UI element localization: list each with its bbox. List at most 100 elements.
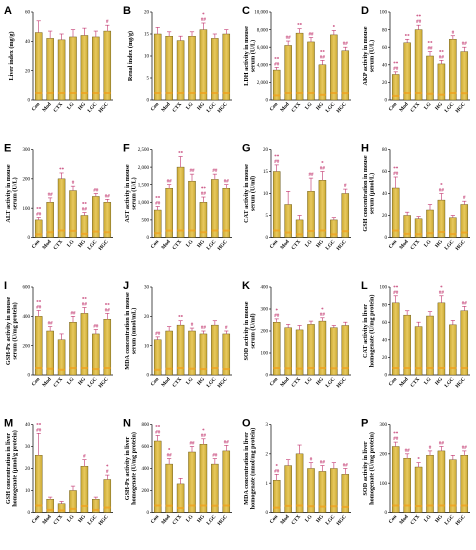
bar-stripe (403, 232, 411, 235)
x-tick-label: LG (185, 514, 194, 524)
bar (414, 29, 423, 101)
y-tick-label: 20 (144, 11, 150, 16)
panel-d: D AKP activity in mouseserum (U/L) 0 20 40 60… (361, 5, 470, 114)
significance-label: ## (82, 208, 88, 213)
y-axis-label-line: GSH concentration in mouse (362, 155, 369, 231)
y-tick-label: 600 (142, 445, 150, 450)
x-tick-label: Con (150, 101, 161, 112)
y-tick-label: 0 (385, 236, 388, 241)
bar-stripe (341, 505, 349, 508)
y-axis-label-line: MDA concentration in liver (243, 432, 250, 505)
significance-label: # (106, 20, 109, 25)
bar-stripe (284, 504, 292, 507)
significance-label: ## (212, 454, 218, 459)
panel-a: A Liver index (mg/g) 0 20 40 60 Con Mod CTX LG HG L… (4, 5, 113, 114)
x-tick-label: Mod (41, 239, 52, 251)
significance-label: ** (201, 187, 207, 192)
y-tick-label: 200 (261, 330, 269, 335)
significance-label: # (463, 196, 466, 201)
significance-label: ## (320, 55, 326, 60)
y-tick-label: 400 (142, 467, 150, 472)
x-tick-label: CTX (409, 101, 421, 113)
x-tick-label: LGC (325, 514, 337, 527)
y-tick-label: 15 (263, 170, 269, 175)
y-tick-label: 0 (147, 374, 150, 379)
significance-label: ## (201, 326, 207, 331)
x-tick-label: HGC (455, 376, 467, 389)
significance-label: ## (286, 36, 292, 41)
significance-label: ** (36, 300, 42, 305)
x-tick-label: LG (66, 376, 75, 386)
x-tick-label: CTX (171, 376, 183, 388)
bar (176, 166, 185, 238)
significance-label: ** (36, 423, 42, 428)
bar-stripe (58, 509, 66, 512)
y-axis-label-line: homogenate (U/mg protein) (369, 432, 376, 505)
x-tick-label: Con (31, 376, 42, 387)
y-tick-label: 20 (382, 81, 388, 86)
panel-label: L (361, 280, 368, 292)
bar-stripe (199, 92, 207, 94)
y-tick-label: 10,000 (254, 11, 268, 16)
y-axis-label-line: homogenate (nmol/mg protein) (250, 428, 257, 510)
x-tick-label: Con (150, 376, 161, 387)
x-tick-label: LGC (206, 376, 218, 389)
bar (92, 36, 100, 101)
x-tick-label: Mod (160, 376, 171, 388)
x-tick-label: HG (315, 376, 325, 386)
y-tick-label: 0 (28, 236, 31, 241)
y-tick-label: 200 (142, 489, 150, 494)
y-tick-label: 10 (144, 344, 150, 349)
y-axis-label-line: LDH activity in mouse (243, 26, 250, 86)
panel-label: I (4, 280, 7, 292)
significance-label: # (106, 470, 109, 475)
bar-stripe (341, 367, 349, 370)
bar-stripe (199, 368, 207, 371)
bar-stripe (341, 92, 349, 95)
significance-label: ## (93, 325, 99, 330)
bar-stripe (449, 504, 457, 507)
y-tick-label: 400 (23, 315, 31, 320)
y-tick-label: 0 (385, 99, 388, 104)
y-tick-label: 30 (25, 445, 31, 450)
x-tick-label: Mod (398, 514, 409, 526)
x-tick-label: HGC (336, 376, 348, 389)
bar (188, 180, 196, 238)
x-tick-label: CTX (290, 239, 302, 251)
bar-stripe (415, 233, 423, 236)
significance-label: ## (36, 305, 42, 310)
x-tick-label: Con (388, 239, 399, 250)
bar-stripe (460, 367, 468, 369)
bar (222, 33, 231, 101)
significance-label: ## (462, 301, 468, 306)
x-tick-label: CTX (52, 239, 64, 251)
bar-stripe (188, 367, 196, 370)
x-tick-label: Con (388, 101, 399, 112)
bar-stripe (437, 93, 445, 96)
bar (211, 179, 219, 238)
x-tick-label: LGC (444, 101, 456, 114)
significance-label: * (321, 308, 324, 313)
bar-stripe (211, 367, 219, 370)
significance-label: ## (393, 67, 399, 72)
bar-stripe (437, 231, 445, 234)
bar-stripe (273, 506, 281, 509)
bar-stripe (165, 367, 173, 370)
bar-stripe (296, 233, 304, 236)
x-tick-label: HGC (98, 101, 110, 114)
bar (57, 178, 66, 238)
y-axis-label: SOD activity in mouseserum (U/ml) (243, 301, 257, 360)
x-tick-label: HGC (217, 514, 229, 527)
panel-label: M (4, 418, 13, 430)
bar-stripe (449, 233, 457, 236)
significance-label: ** (274, 57, 280, 62)
significance-label: ## (155, 431, 161, 436)
y-tick-label: 200 (23, 344, 31, 349)
bar-stripe (35, 367, 43, 369)
significance-label: ## (48, 322, 54, 327)
significance-label: ## (190, 169, 196, 174)
bar-stripe (403, 504, 411, 507)
bar-stripe (154, 504, 162, 507)
bar-stripe (92, 230, 100, 233)
panel-label: H (361, 143, 369, 155)
